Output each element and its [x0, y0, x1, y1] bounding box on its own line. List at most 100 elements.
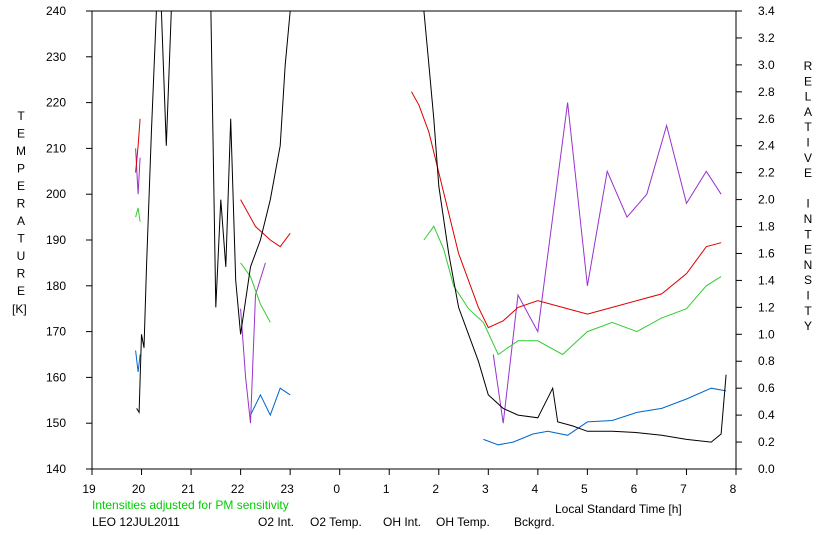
x-tick-label: 22 [231, 482, 245, 496]
series-o2-int-line [483, 387, 727, 446]
legend-entry: O2 Temp. [310, 515, 362, 529]
series-o2-int-line [135, 350, 141, 373]
y-right-tick-label: 1.8 [758, 220, 775, 234]
y-right-tick-label: 1.6 [758, 246, 775, 260]
y-right-label-letter: Y [804, 319, 812, 333]
x-axis-label: Local Standard Time [h] [555, 502, 682, 516]
series-oh-int-line [411, 91, 722, 329]
series-o2-temp-line [492, 102, 722, 424]
series-oh-temp-line [423, 225, 722, 356]
legend-entry: O2 Int. [258, 515, 294, 529]
legend-entry: OH Temp. [436, 515, 490, 529]
y-left-tick-label: 230 [46, 50, 66, 64]
y-right-tick-label: 0.6 [758, 381, 775, 395]
y-right-label-letter: I [806, 136, 809, 150]
y-right-tick-label: 2.2 [758, 166, 775, 180]
y-left-tick-label: 210 [46, 141, 66, 155]
y-right-label-letter: A [804, 105, 812, 119]
y-left-label-letter: E [17, 284, 25, 298]
y-right-label-letter: T [804, 227, 812, 241]
site-date-label: LEO 12JUL2011 [92, 515, 180, 529]
y-right-tick-label: 0.0 [758, 462, 775, 476]
y-right-tick-label: 2.0 [758, 193, 775, 207]
y-right-tick-label: 1.4 [758, 273, 775, 287]
y-left-tick-label: 160 [46, 370, 66, 384]
x-tick-label: 0 [333, 482, 340, 496]
x-tick-label: 20 [132, 482, 146, 496]
y-left-tick-label: 180 [46, 279, 66, 293]
x-tick-label: 23 [280, 482, 294, 496]
x-tick-label: 1 [383, 482, 390, 496]
y-right-tick-label: 1.0 [758, 327, 775, 341]
y-left-axis-unit: [K] [12, 302, 27, 316]
series-oh-temp-line [135, 207, 141, 222]
y-left-label-letter: R [17, 267, 26, 281]
y-right-label-letter: I [806, 197, 809, 211]
y-right-tick-label: 3.0 [758, 58, 775, 72]
y-left-label-letter: R [17, 197, 26, 211]
y-right-label-letter: T [804, 304, 812, 318]
series-o2-int-line [250, 387, 291, 417]
y-right-label-letter: L [805, 90, 812, 104]
series-layer [135, 11, 727, 446]
y-right-label-letter: E [804, 166, 812, 180]
y-right-label-letter: E [804, 243, 812, 257]
y-left-tick-label: 190 [46, 233, 66, 247]
series-bckgrd-line [136, 11, 157, 415]
y-left-tick-label: 140 [46, 462, 66, 476]
x-tick-label: 19 [82, 482, 96, 496]
y-left-tick-label: 220 [46, 96, 66, 110]
y-left-tick-label: 200 [46, 187, 66, 201]
y-left-tick-label: 170 [46, 325, 66, 339]
x-tick-label: 7 [680, 482, 687, 496]
y-right-label-letter: V [804, 151, 812, 165]
x-tick-label: 4 [532, 482, 539, 496]
y-right-label-letter: T [804, 120, 812, 134]
y-right-label-letter: N [804, 258, 813, 272]
y-right-tick-label: 0.2 [758, 435, 775, 449]
y-right-tick-label: 3.4 [758, 4, 775, 18]
x-tick-label: 5 [581, 482, 588, 496]
legend-entry: OH Int. [383, 515, 421, 529]
y-left-tick-label: 240 [46, 4, 66, 18]
y-right-tick-label: 2.4 [758, 139, 775, 153]
y-left-label-letter: U [17, 249, 26, 263]
y-right-label-letter: S [804, 273, 812, 287]
y-right-tick-label: 0.8 [758, 354, 775, 368]
y-left-label-letter: E [17, 127, 25, 141]
y-left-label-letter: T [17, 232, 25, 246]
y-right-tick-label: 2.6 [758, 112, 775, 126]
series-bckgrd-line [210, 11, 291, 335]
x-tick-label: 6 [631, 482, 638, 496]
series-oh-temp-line [240, 262, 271, 323]
y-right-tick-label: 3.2 [758, 31, 775, 45]
y-right-label-letter: R [804, 59, 813, 73]
series-bckgrd-line [423, 11, 727, 443]
series-oh-int-line [240, 199, 291, 248]
series-oh-int-line [135, 118, 141, 173]
y-left-label-letter: M [16, 144, 26, 158]
x-tick-label: 3 [482, 482, 489, 496]
x-tick-label: 8 [730, 482, 737, 496]
y-left-label-letter: T [17, 109, 25, 123]
x-tick-label: 21 [181, 482, 195, 496]
y-right-label-letter: I [806, 289, 809, 303]
y-left-label-letter: A [17, 214, 25, 228]
y-left-label-letter: E [17, 179, 25, 193]
sensitivity-note: Intensities adjusted for PM sensitivity [92, 498, 289, 512]
ticks-layer: 1401501601701801902002102202302400.00.20… [46, 4, 775, 496]
y-right-label-letter: E [804, 74, 812, 88]
legend-entry: Bckgrd. [514, 515, 555, 529]
series-bckgrd-line [160, 11, 172, 146]
y-left-label-letter: P [17, 162, 25, 176]
x-tick-label: 2 [432, 482, 439, 496]
y-right-tick-label: 1.2 [758, 300, 775, 314]
y-right-tick-label: 0.4 [758, 408, 775, 422]
series-o2-temp-line [240, 262, 266, 424]
legend: O2 Int. O2 Temp. OH Int. OH Temp. Bckgrd. [258, 515, 555, 529]
y-left-tick-label: 150 [46, 416, 66, 430]
